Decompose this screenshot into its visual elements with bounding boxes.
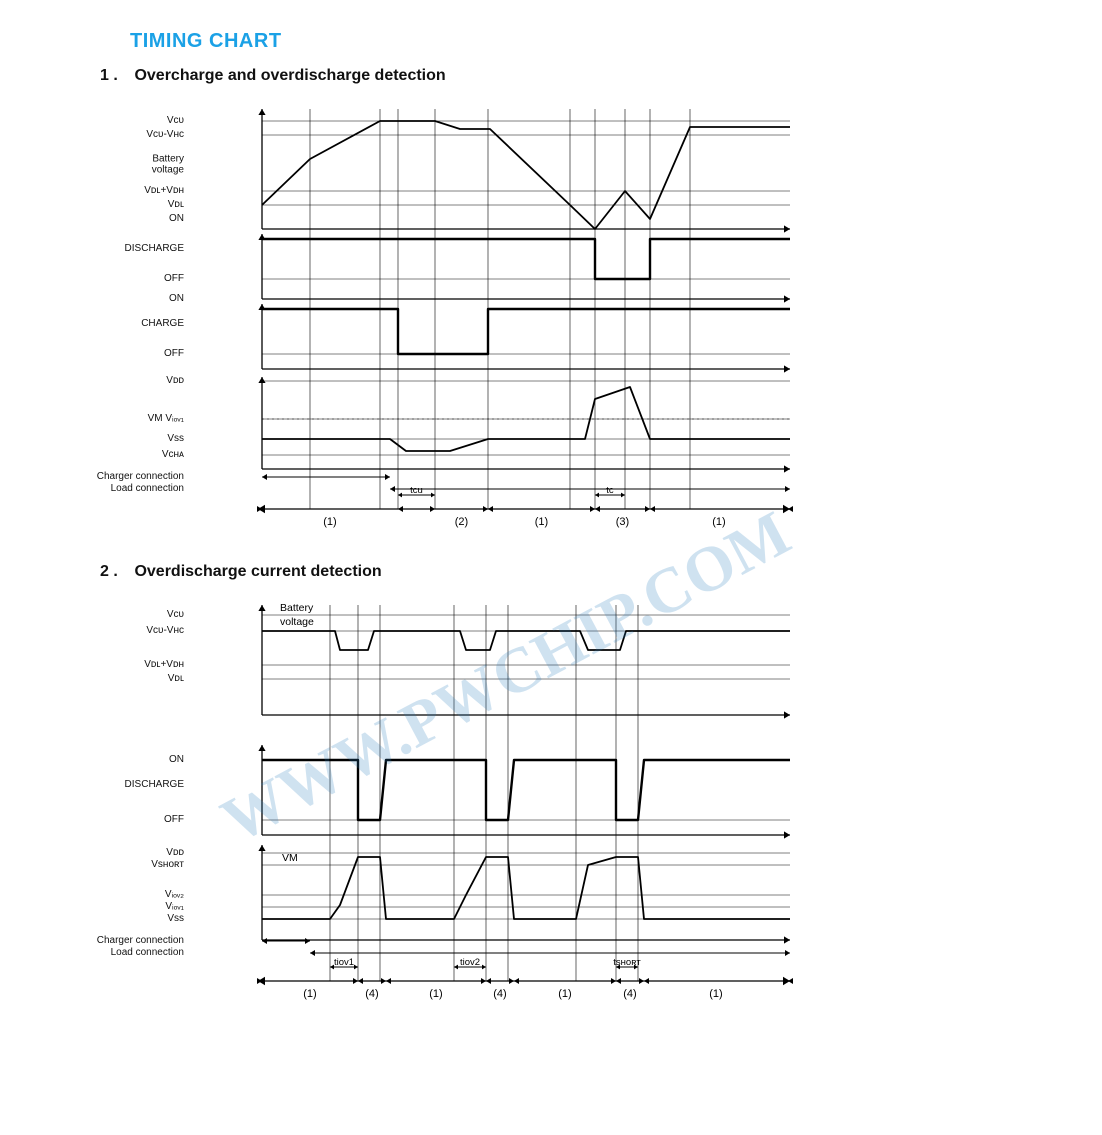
- chart-1: (1)tcu(2)(1)tc(3)(1)VᴄᴜVᴄᴜ-VʜᴄBatteryvol…: [190, 99, 810, 539]
- svg-text:(4): (4): [493, 988, 506, 1000]
- chart1-ylabel: Vᴅᴅ: [166, 376, 190, 387]
- svg-text:(4): (4): [365, 988, 378, 1000]
- chart1-ylabel: Batteryvoltage: [152, 155, 190, 176]
- chart2-ylabel: DISCHARGE: [125, 780, 190, 791]
- item-1-title: Overcharge and overdischarge detection: [134, 67, 445, 84]
- chart1-ylabel: Load connection: [111, 484, 190, 495]
- chart2-ylabel: OFF: [164, 815, 190, 826]
- item-2: 2 . Overdischarge current detection Batt…: [130, 563, 1042, 1005]
- chart2-ylabel: Vᴄᴜ-Vʜᴄ: [146, 626, 190, 637]
- chart2-svg: Battery voltage VM (1) tiov1 (4) (1) tiov2 (4) (1…: [190, 595, 810, 1005]
- item-2-title: Overdischarge current detection: [134, 563, 381, 580]
- svg-text:(3): (3): [616, 516, 629, 528]
- chart2-ylabel: ON: [169, 755, 190, 766]
- svg-text:tiov1: tiov1: [334, 957, 354, 968]
- item-1-number: 1 .: [100, 67, 130, 85]
- svg-text:(1): (1): [429, 988, 442, 1000]
- chart1-ylabel: Vᴅʟ+Vᴅʜ: [144, 186, 190, 197]
- chart1-svg: (1) tcu (2) (1) tc (3) (1): [190, 99, 810, 539]
- chart1-ylabel: OFF: [164, 349, 190, 360]
- svg-text:(1): (1): [323, 516, 336, 528]
- svg-text:VM: VM: [282, 852, 298, 864]
- svg-text:voltage: voltage: [280, 616, 314, 628]
- page: TIMING CHART 1 . Overcharge and overdisc…: [0, 0, 1102, 1069]
- chart2-ylabel: Vsʜᴏʀᴛ: [151, 860, 190, 871]
- svg-text:tiov2: tiov2: [460, 957, 480, 968]
- chart1-ylabel: Vᴄᴜ-Vʜᴄ: [146, 130, 190, 141]
- svg-text:tc: tc: [606, 485, 614, 496]
- chart1-ylabel: Vᴄᴜ: [167, 116, 190, 127]
- chart1-ylabel: VM Vᵢₒᵥ₁: [148, 414, 190, 425]
- chart2-ylabel: Vᴅᴅ: [166, 848, 190, 859]
- chart2-ylabel: Vᵢₒᵥ₂: [165, 890, 190, 901]
- chart1-ylabel: Vss: [167, 434, 190, 445]
- svg-text:(1): (1): [709, 988, 722, 1000]
- svg-text:(1): (1): [535, 516, 548, 528]
- svg-text:(1): (1): [712, 516, 725, 528]
- svg-text:(2): (2): [455, 516, 468, 528]
- chart2-ylabel: Vᵢₒᵥ₁: [165, 902, 190, 913]
- chart1-ylabel: ON: [169, 214, 190, 225]
- chart2-ylabel: Charger connection: [97, 936, 190, 947]
- svg-text:tsʜᴏʀᴛ: tsʜᴏʀᴛ: [613, 957, 641, 968]
- svg-text:tcu: tcu: [410, 485, 423, 496]
- chart1-ylabel: ON: [169, 294, 190, 305]
- chart1-ylabel: Vᴄʜᴀ: [162, 450, 190, 461]
- chart2-ylabel: Vᴄᴜ: [167, 610, 190, 621]
- chart2-ylabel: Vᴅʟ: [168, 674, 190, 685]
- section-title: TIMING CHART: [130, 30, 1042, 53]
- svg-text:(1): (1): [303, 988, 316, 1000]
- chart-2: Battery voltage VM (1) tiov1 (4) (1) tiov2 (4) (1…: [190, 595, 810, 1005]
- chart1-ylabel: CHARGE: [141, 319, 190, 330]
- svg-text:(1): (1): [558, 988, 571, 1000]
- item-2-heading: 2 . Overdischarge current detection: [100, 563, 1042, 581]
- chart2-ylabel: Load connection: [111, 948, 190, 959]
- svg-text:Battery: Battery: [280, 602, 314, 614]
- chart2-ylabel: Vss: [167, 914, 190, 925]
- chart2-ylabel: Vᴅʟ+Vᴅʜ: [144, 660, 190, 671]
- item-2-number: 2 .: [100, 563, 130, 581]
- item-1: 1 . Overcharge and overdischarge detecti…: [130, 67, 1042, 539]
- chart1-ylabel: Vᴅʟ: [168, 200, 190, 211]
- chart1-ylabel: DISCHARGE: [125, 244, 190, 255]
- item-1-heading: 1 . Overcharge and overdischarge detecti…: [100, 67, 1042, 85]
- chart1-ylabel: Charger connection: [97, 472, 190, 483]
- svg-text:(4): (4): [623, 988, 636, 1000]
- chart1-ylabel: OFF: [164, 274, 190, 285]
